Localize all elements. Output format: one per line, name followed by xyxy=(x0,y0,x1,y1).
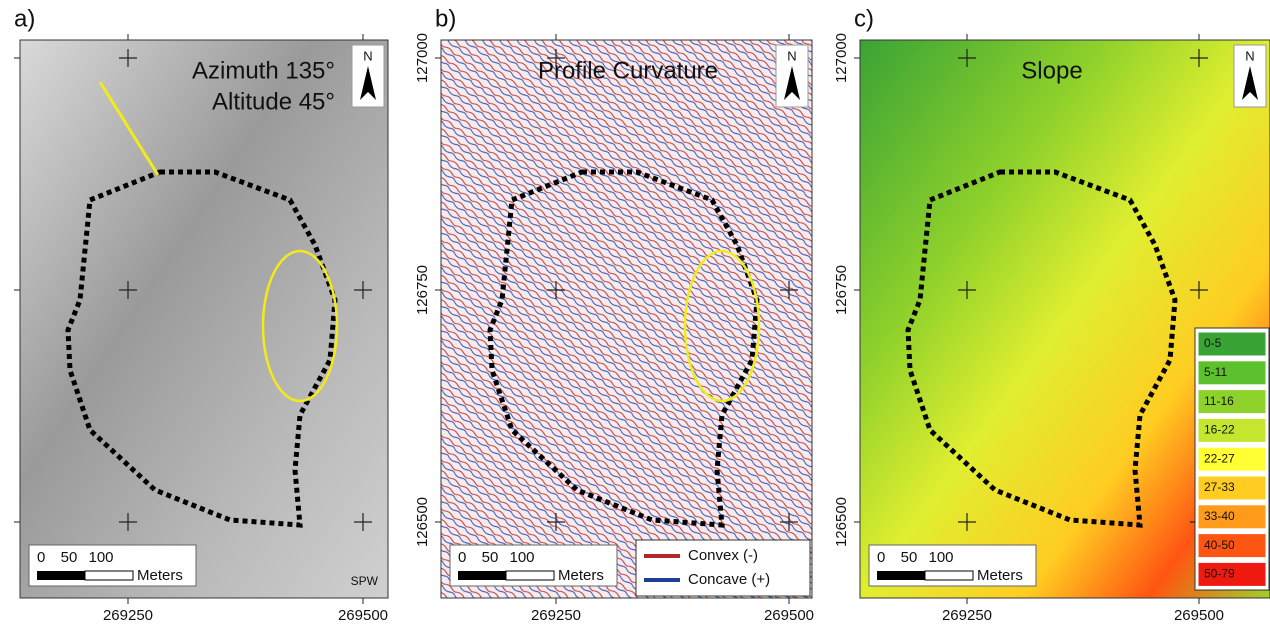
legend-label: Concave (+) xyxy=(688,571,770,588)
scale-bar-white xyxy=(506,571,554,580)
scale-tick-label: 50 xyxy=(61,549,78,566)
scale-bar-white xyxy=(925,571,973,580)
scale-tick-label: 100 xyxy=(88,549,113,566)
legend-label: 11-16 xyxy=(1204,394,1234,408)
figure: a) Azimuth 135° Altitude 45° N 269250 269500 0… xyxy=(0,0,1270,631)
panel-title: Azimuth 135° xyxy=(192,57,335,84)
scale-unit: Meters xyxy=(977,567,1023,584)
x-tick-label: 269500 xyxy=(1174,607,1224,624)
panel-label: b) xyxy=(435,5,456,32)
y-tick-label: 126750 xyxy=(833,265,850,315)
legend-label: 0-5 xyxy=(1204,336,1222,350)
scale-bar-black xyxy=(37,571,85,580)
legend-label: 22-27 xyxy=(1204,451,1235,465)
x-tick-label: 269250 xyxy=(531,607,581,624)
panel-title: Slope xyxy=(1021,57,1082,84)
scale-tick-label: 0 xyxy=(458,549,466,566)
legend-label: 50-79 xyxy=(1204,567,1235,581)
north-label: N xyxy=(787,48,796,63)
scale-bar-white xyxy=(85,571,133,580)
scale-tick-label: 0 xyxy=(37,549,45,566)
x-tick-label: 269500 xyxy=(338,607,388,624)
x-tick-label: 269250 xyxy=(942,607,992,624)
panel-title: Altitude 45° xyxy=(212,88,335,115)
scale-tick-label: 50 xyxy=(901,549,918,566)
scale-tick-label: 50 xyxy=(482,549,499,566)
y-tick-label: 126750 xyxy=(414,265,431,315)
north-label: N xyxy=(363,48,372,63)
panels: a) Azimuth 135° Altitude 45° N 269250 269500 0… xyxy=(14,5,1270,624)
panel-label: a) xyxy=(14,5,35,32)
panel-title: Profile Curvature xyxy=(538,57,718,84)
legend-label: 33-40 xyxy=(1204,509,1235,523)
north-label: N xyxy=(1245,48,1254,63)
scale-tick-label: 0 xyxy=(877,549,885,566)
scale-tick-label: 100 xyxy=(509,549,534,566)
x-tick-label: 269250 xyxy=(103,607,153,624)
y-tick-label: 126500 xyxy=(414,497,431,547)
map-panel: b) Profile Curvature N 269250 269500 127000 12… xyxy=(414,5,814,624)
map-panel: a) Azimuth 135° Altitude 45° N 269250 269500 0… xyxy=(14,5,388,624)
y-tick-label: 127000 xyxy=(833,33,850,83)
y-tick-label: 126500 xyxy=(833,497,850,547)
x-tick-label: 269500 xyxy=(764,607,814,624)
legend-label: 27-33 xyxy=(1204,480,1235,494)
legend-label: 16-22 xyxy=(1204,423,1235,437)
panel-label: c) xyxy=(854,5,874,32)
legend-label: Convex (-) xyxy=(688,547,758,564)
credit: SPW xyxy=(351,574,379,588)
scale-bar-black xyxy=(458,571,506,580)
scale-tick-label: 100 xyxy=(928,549,953,566)
legend-label: 5-11 xyxy=(1204,365,1227,379)
scale-bar-black xyxy=(877,571,925,580)
legend-label: 40-50 xyxy=(1204,538,1235,552)
y-tick-label: 127000 xyxy=(414,33,431,83)
scale-unit: Meters xyxy=(137,567,183,584)
scale-unit: Meters xyxy=(558,567,604,584)
